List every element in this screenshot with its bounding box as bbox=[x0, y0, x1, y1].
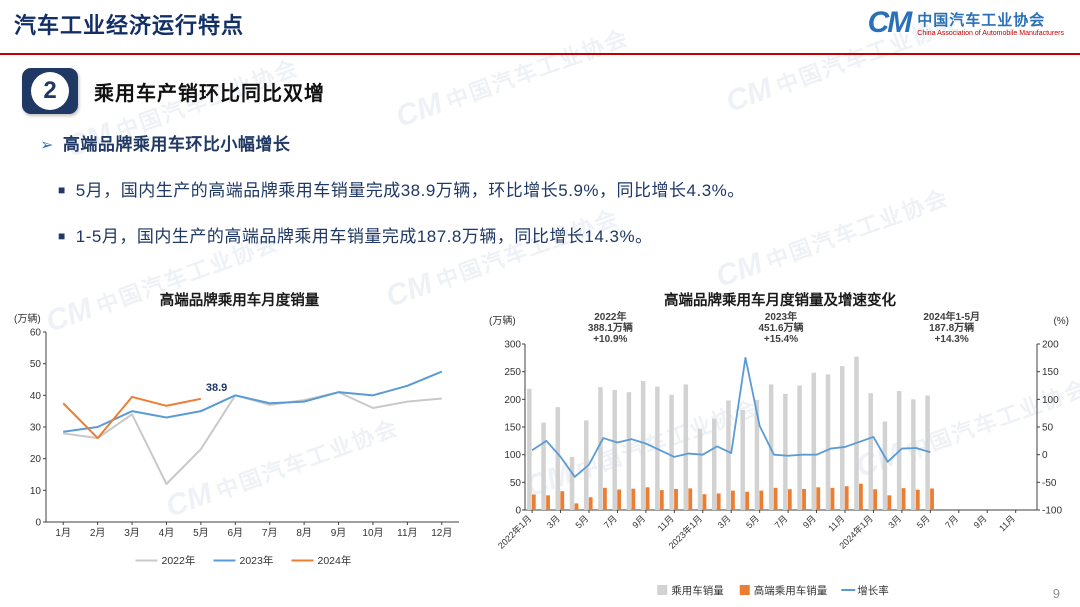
svg-text:11月: 11月 bbox=[826, 513, 846, 533]
section-number-badge: 2 bbox=[22, 68, 78, 114]
svg-text:增长率: 增长率 bbox=[857, 584, 889, 597]
caam-logo-icon: CM bbox=[867, 6, 913, 39]
header-divider bbox=[0, 53, 1080, 55]
svg-text:2月: 2月 bbox=[90, 527, 106, 539]
svg-text:5月: 5月 bbox=[744, 513, 761, 530]
arrow-bullet-icon: ➢ bbox=[40, 137, 54, 154]
svg-text:6月: 6月 bbox=[228, 527, 244, 539]
svg-text:7月: 7月 bbox=[262, 527, 278, 539]
svg-text:3月: 3月 bbox=[545, 513, 562, 530]
svg-text:388.1万辆: 388.1万辆 bbox=[588, 321, 633, 334]
svg-text:3月: 3月 bbox=[716, 513, 733, 530]
svg-text:+15.4%: +15.4% bbox=[764, 334, 798, 345]
svg-text:2023年: 2023年 bbox=[765, 310, 797, 323]
svg-text:7月: 7月 bbox=[773, 513, 790, 530]
svg-text:7月: 7月 bbox=[943, 513, 960, 530]
svg-text:-100: -100 bbox=[1042, 506, 1062, 517]
svg-text:高端乘用车销量: 高端乘用车销量 bbox=[754, 584, 828, 597]
svg-text:150: 150 bbox=[1042, 367, 1059, 378]
svg-text:1月: 1月 bbox=[55, 527, 71, 539]
page-title: 汽车工业经济运行特点 bbox=[14, 13, 245, 38]
svg-text:3月: 3月 bbox=[886, 513, 903, 530]
svg-text:+10.9%: +10.9% bbox=[593, 334, 627, 345]
svg-text:0: 0 bbox=[515, 506, 521, 517]
svg-text:4月: 4月 bbox=[159, 527, 175, 539]
svg-text:150: 150 bbox=[504, 423, 521, 434]
svg-text:0: 0 bbox=[1042, 450, 1048, 461]
svg-text:9月: 9月 bbox=[630, 513, 647, 530]
caam-logo: CM 中国汽车工业协会 China Association of Automob… bbox=[868, 8, 1064, 38]
combo-chart-canvas: 0 50 100 150 200 250 300 -100 -50 0 50 100 150 200 202… bbox=[489, 310, 1069, 597]
svg-text:300: 300 bbox=[504, 340, 521, 351]
svg-text:100: 100 bbox=[1042, 395, 1059, 406]
svg-text:11月: 11月 bbox=[397, 527, 417, 539]
svg-text:(万辆): (万辆) bbox=[14, 312, 41, 325]
svg-text:2022年1月: 2022年1月 bbox=[495, 513, 533, 551]
svg-text:9月: 9月 bbox=[801, 513, 818, 530]
bullet-item: ■ 1-5月，国内生产的高端品牌乘用车销量完成187.8万辆，同比增长14.3%。 bbox=[58, 222, 1080, 247]
svg-text:2022年: 2022年 bbox=[594, 310, 626, 323]
page-number: 9 bbox=[1052, 586, 1060, 601]
svg-text:-50: -50 bbox=[1042, 478, 1057, 489]
svg-text:187.8万辆: 187.8万辆 bbox=[929, 321, 974, 334]
svg-text:5月: 5月 bbox=[915, 513, 932, 530]
svg-text:11月: 11月 bbox=[656, 513, 676, 533]
bullet-text: 5月，国内生产的高端品牌乘用车销量完成38.9万辆，环比增长5.9%，同比增长4… bbox=[75, 181, 745, 200]
svg-text:20: 20 bbox=[30, 454, 42, 465]
chart-monthly-sales: 高端品牌乘用车月度销量 0 10 20 30 40 50 60 1月 2月 3月 4月 5月 6月 7月 8… bbox=[12, 289, 467, 572]
line-chart-canvas: 0 10 20 30 40 50 60 1月 2月 3月 4月 5月 6月 7月 8月 9月 10月 11月 12月… bbox=[14, 312, 459, 567]
svg-text:50: 50 bbox=[30, 359, 42, 370]
chart-title: 高端品牌乘用车月度销量 bbox=[159, 293, 320, 309]
svg-text:250: 250 bbox=[504, 367, 521, 378]
svg-text:50: 50 bbox=[1042, 423, 1054, 434]
svg-text:200: 200 bbox=[1042, 340, 1059, 351]
caam-logo-subtitle: China Association of Automobile Manufact… bbox=[917, 30, 1064, 37]
chart-title: 高端品牌乘用车月度销量及增速变化 bbox=[664, 293, 896, 309]
svg-text:9月: 9月 bbox=[331, 527, 347, 539]
subpoint-text: 高端品牌乘用车环比小幅增长 bbox=[62, 135, 291, 154]
svg-text:40: 40 bbox=[30, 391, 42, 402]
svg-text:10月: 10月 bbox=[362, 527, 383, 539]
svg-text:3月: 3月 bbox=[124, 527, 140, 539]
caam-watermark-icon: CM bbox=[711, 246, 767, 294]
svg-text:30: 30 bbox=[30, 423, 42, 434]
section-title: 乘用车产销环比同比双增 bbox=[94, 82, 325, 105]
svg-text:乘用车销量: 乘用车销量 bbox=[671, 584, 724, 597]
subpoint: ➢ 高端品牌乘用车环比小幅增长 bbox=[40, 130, 1080, 155]
bullet-item: ■ 5月，国内生产的高端品牌乘用车销量完成38.9万辆，环比增长5.9%，同比增长… bbox=[58, 176, 1080, 201]
svg-text:38.9: 38.9 bbox=[206, 382, 227, 394]
svg-text:12月: 12月 bbox=[431, 527, 452, 539]
svg-text:2023年: 2023年 bbox=[240, 554, 274, 567]
svg-text:2024年1-5月: 2024年1-5月 bbox=[923, 310, 980, 323]
svg-text:100: 100 bbox=[504, 450, 521, 461]
square-bullet-icon: ■ bbox=[58, 229, 66, 243]
svg-text:(%): (%) bbox=[1053, 316, 1069, 327]
section-number: 2 bbox=[31, 72, 69, 110]
svg-text:2022年: 2022年 bbox=[162, 554, 196, 567]
svg-text:5月: 5月 bbox=[193, 527, 209, 539]
caam-logo-name: 中国汽车工业协会 bbox=[917, 12, 1046, 29]
bullet-text: 1-5月，国内生产的高端品牌乘用车销量完成187.8万辆，同比增长14.3%。 bbox=[75, 227, 653, 246]
svg-text:50: 50 bbox=[510, 478, 522, 489]
svg-text:451.6万辆: 451.6万辆 bbox=[758, 321, 803, 334]
section-passenger-cars: 2 乘用车产销环比同比双增 ➢ 高端品牌乘用车环比小幅增长 ■ 5月，国内生产的高端… bbox=[0, 68, 1080, 247]
svg-text:11月: 11月 bbox=[997, 513, 1017, 533]
svg-text:60: 60 bbox=[30, 328, 42, 339]
svg-text:10: 10 bbox=[30, 486, 42, 497]
charts-row: 高端品牌乘用车月度销量 0 10 20 30 40 50 60 1月 2月 3月 4月 5月 6月 7月 8… bbox=[12, 289, 1073, 602]
svg-text:2024年: 2024年 bbox=[318, 554, 352, 567]
svg-text:9月: 9月 bbox=[972, 513, 989, 530]
svg-text:(万辆): (万辆) bbox=[489, 314, 516, 327]
section-heading: 2 乘用车产销环比同比双增 bbox=[22, 68, 1080, 114]
square-bullet-icon: ■ bbox=[58, 183, 66, 197]
svg-text:0: 0 bbox=[35, 518, 41, 529]
chart-sales-and-growth: 高端品牌乘用车月度销量及增速变化 0 50 100 150 200 250 300 -100 -… bbox=[487, 289, 1073, 602]
svg-text:200: 200 bbox=[504, 395, 521, 406]
svg-text:7月: 7月 bbox=[602, 513, 619, 530]
slide-header: 汽车工业经济运行特点 CM 中国汽车工业协会 China Association… bbox=[0, 0, 1080, 48]
svg-text:8月: 8月 bbox=[296, 527, 312, 539]
svg-text:+14.3%: +14.3% bbox=[935, 334, 969, 345]
svg-text:5月: 5月 bbox=[573, 513, 590, 530]
